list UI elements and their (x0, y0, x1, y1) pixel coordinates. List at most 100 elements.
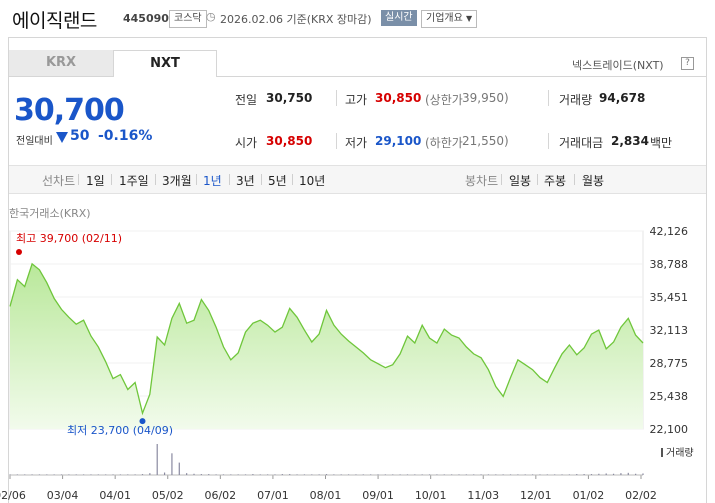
stat-divider (336, 133, 337, 149)
tab-divider (217, 76, 707, 77)
x-tick-label: 02/06 (0, 489, 26, 502)
open-label: 시가 (235, 136, 258, 150)
volume-bar (598, 473, 600, 475)
volume-bar (406, 474, 409, 475)
stat-divider (336, 90, 337, 106)
volume-bar (568, 474, 570, 475)
candle-weekly[interactable]: 주봉 (544, 174, 567, 188)
volume-bar (303, 474, 306, 475)
current-price: 30,700 (14, 93, 125, 128)
chevron-down-icon: ▼ (466, 14, 473, 23)
volume-bar (399, 474, 401, 475)
x-tick-label: 01/02 (573, 489, 605, 502)
line-chart-title: 선차트 (42, 174, 76, 188)
volume-bar (38, 474, 41, 475)
volume-bar (370, 474, 372, 475)
volume-bar (414, 474, 416, 475)
volume-bar (509, 474, 512, 475)
period-divider (78, 174, 79, 185)
tab-krx[interactable]: KRX (9, 50, 113, 77)
volume-bar (149, 473, 151, 475)
period-1w[interactable]: 1주일 (119, 174, 149, 188)
lower-limit-value: 21,550) (462, 134, 509, 148)
low-value: 29,100 (375, 134, 422, 148)
volume-bar (112, 474, 114, 475)
volume-bar (605, 473, 607, 475)
stock-code: 445090 (123, 12, 169, 25)
volume-bar (259, 474, 261, 475)
y-tick-label: 22,100 (650, 423, 689, 436)
period-1y[interactable]: 1년 (203, 174, 222, 188)
stat-divider (548, 90, 549, 106)
volume-bar (193, 473, 195, 475)
lower-limit-label: (하한가 (425, 136, 463, 150)
high-label: 고가 (345, 93, 368, 107)
low-annotation: 최저 23,700 (04/09) (67, 424, 173, 437)
y-tick-label: 25,438 (650, 390, 689, 403)
volume-bar (244, 474, 247, 475)
quote-panel (8, 37, 707, 503)
volume-bar (31, 474, 33, 475)
period-divider (574, 174, 575, 185)
tab-nxt[interactable]: NXT (113, 50, 217, 77)
volume-bar (53, 474, 55, 475)
period-divider (261, 174, 262, 185)
volume-bar (325, 474, 328, 475)
volume-bar (495, 474, 497, 475)
help-icon[interactable]: ? (681, 57, 694, 70)
y-tick-label: 35,451 (650, 291, 689, 304)
period-10y[interactable]: 10년 (299, 174, 326, 188)
volume-bar (230, 474, 232, 475)
volume-bar (105, 474, 107, 475)
volume-bar (377, 474, 379, 475)
x-tick-label: 11/03 (467, 489, 499, 502)
volume-bar (83, 474, 85, 475)
company-overview-dropdown[interactable]: 기업개요 ▼ (421, 10, 478, 28)
volume-bar (443, 474, 445, 475)
volume-legend: 거래량 (666, 447, 694, 459)
volume-bar (281, 474, 283, 475)
volume-bar (200, 474, 202, 475)
x-tick-label: 10/01 (415, 489, 447, 502)
low-label: 저가 (345, 136, 368, 150)
volume-bar (186, 473, 188, 475)
volume-bar (60, 474, 63, 475)
x-tick-label: 08/01 (310, 489, 342, 502)
volume-bar (347, 474, 350, 475)
trade-amount-unit: 백만 (650, 136, 673, 150)
period-5y[interactable]: 5년 (268, 174, 287, 188)
period-bar (9, 165, 706, 194)
market-badge: 코스닥 (169, 10, 207, 28)
period-3y[interactable]: 3년 (236, 174, 255, 188)
volume-bar (119, 474, 122, 475)
period-divider (537, 174, 538, 185)
volume-bar (517, 474, 519, 475)
price-chart[interactable]: 42,126 38,788 35,451 32,113 28,775 25,438 22,1… (0, 220, 715, 503)
trade-amount-value: 2,834 (611, 134, 649, 148)
volume-bar (267, 474, 269, 475)
period-divider (229, 174, 230, 185)
chart-source: 한국거래소(KRX) (9, 207, 91, 220)
candle-daily[interactable]: 일봉 (509, 174, 532, 188)
period-3m[interactable]: 3개월 (162, 174, 192, 188)
volume-bar (156, 444, 158, 475)
realtime-button[interactable]: 실시간 (381, 10, 417, 26)
volume-bar (274, 474, 276, 475)
volume-bar (252, 474, 254, 475)
volume-bar (635, 473, 637, 475)
volume-bar (531, 474, 534, 475)
volume-bar (333, 474, 335, 475)
change-label: 전일대비 (16, 136, 53, 147)
volume-bar (576, 474, 578, 475)
y-tick-label: 28,775 (650, 357, 689, 370)
high-value: 30,850 (375, 91, 422, 105)
high-annotation: 최고 39,700 (02/11) (16, 232, 122, 245)
period-divider (292, 174, 293, 185)
candle-monthly[interactable]: 월봉 (582, 174, 605, 188)
volume-bar (502, 474, 504, 475)
company-overview-label: 기업개요 (426, 13, 463, 24)
period-1d[interactable]: 1일 (86, 174, 105, 188)
volume-bar (392, 474, 394, 475)
price-area (10, 263, 643, 429)
prev-close-label: 전일 (235, 93, 258, 107)
